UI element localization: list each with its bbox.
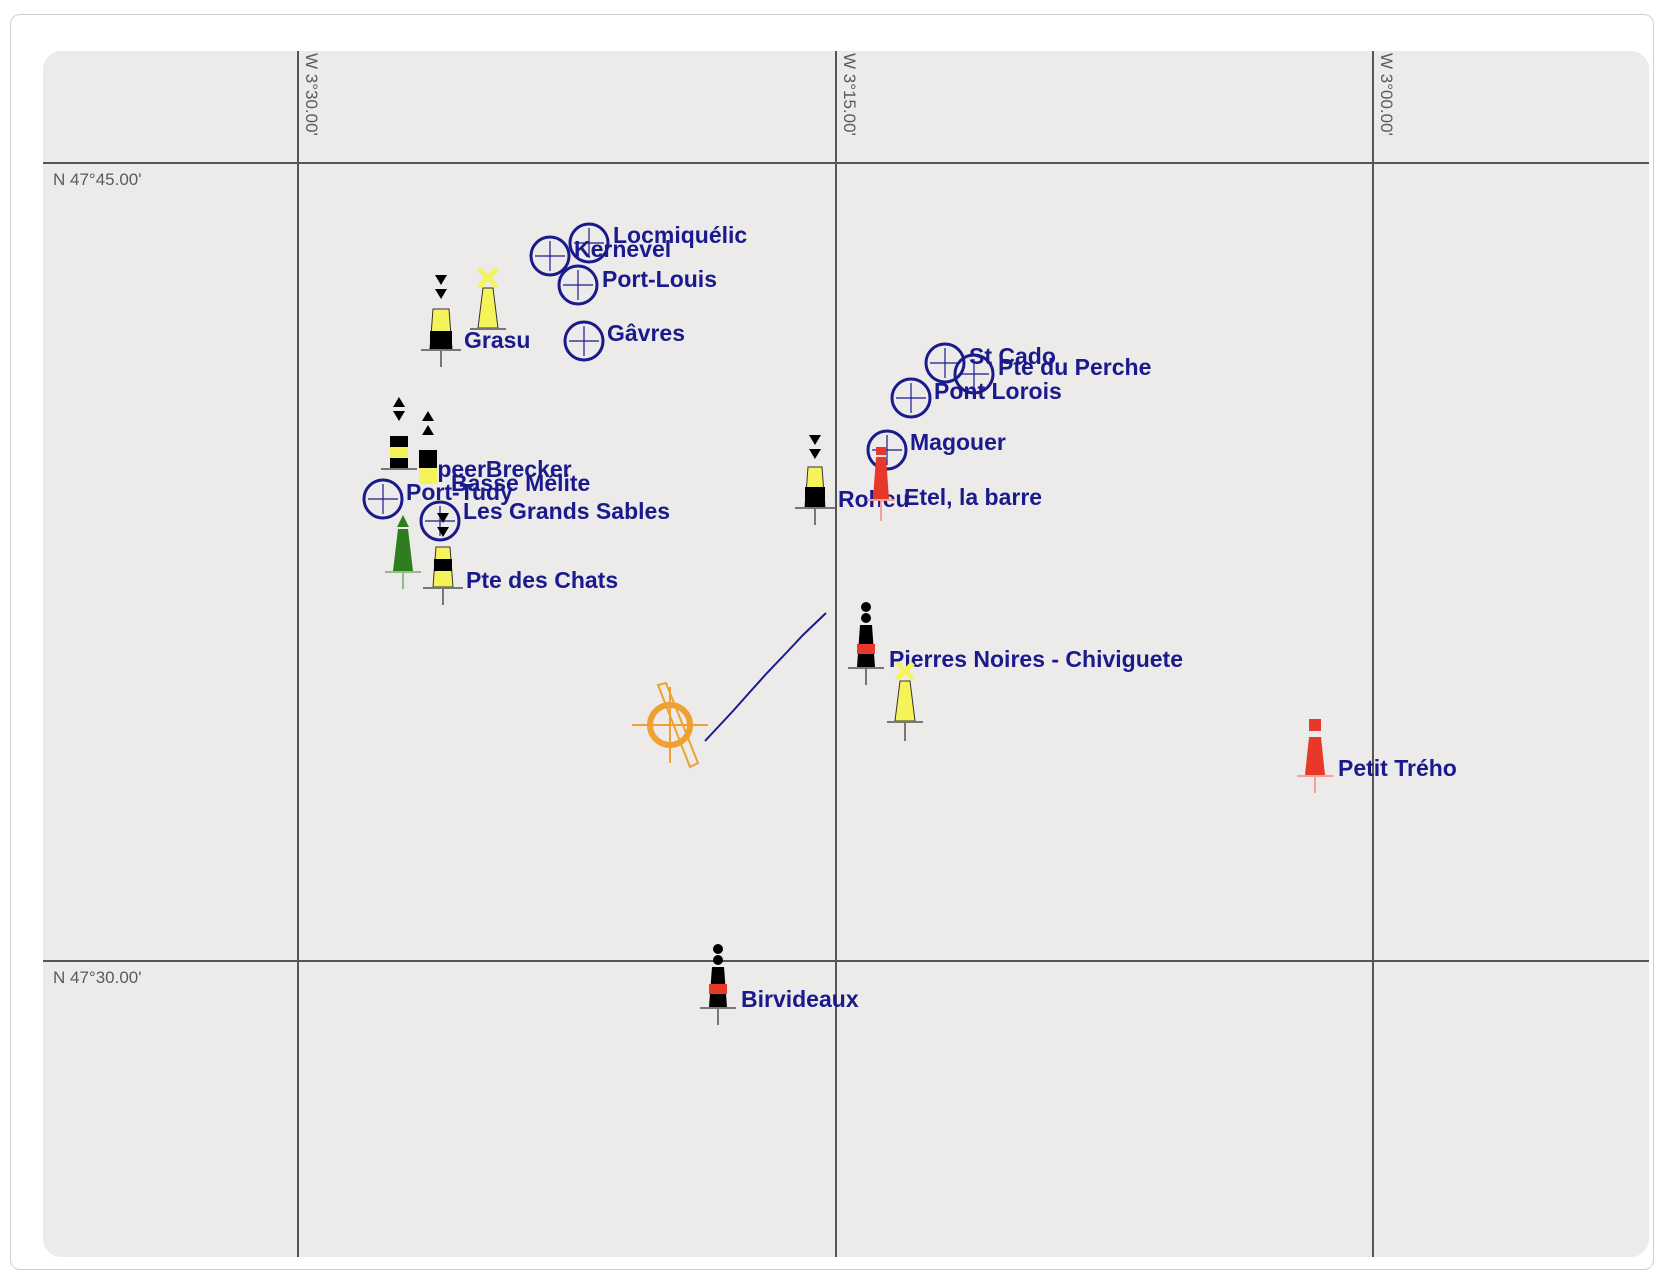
- vessel-track: [704, 612, 827, 742]
- port-label: Kernevel: [574, 236, 671, 262]
- buoy-label: Petit Trého: [1338, 755, 1457, 781]
- harbour-circle-icon: [419, 500, 461, 542]
- harbour-circle-icon: [866, 429, 908, 471]
- lon-label-300: W 3°00.00': [1377, 53, 1396, 136]
- buoy-speerbrecker[interactable]: SpeerBrecker: [381, 397, 572, 482]
- port-port-louis[interactable]: Port-Louis: [557, 264, 717, 306]
- port-label: Les Grands Sables: [463, 498, 670, 524]
- port-label: Pte du Perche: [998, 354, 1151, 380]
- port-port-tudy[interactable]: Port-Tudy: [362, 478, 513, 520]
- harbour-circle-icon: [890, 377, 932, 419]
- lat-label-4730: N 47°30.00': [53, 968, 142, 987]
- buoy-label: SpeerBrecker: [422, 456, 572, 482]
- graticule: [43, 51, 1649, 1257]
- lon-label-330: W 3°30.00': [302, 53, 321, 136]
- vessel-position-icon[interactable]: [632, 681, 708, 769]
- isolated-danger-buoy-icon: [848, 602, 884, 685]
- port-label: Gâvres: [607, 320, 685, 346]
- buoy-label: Pte des Chats: [466, 567, 618, 593]
- port-lateral-buoy-icon: [1297, 719, 1333, 793]
- buoy-etel-la-barre[interactable]: Etel, la barre: [867, 447, 1042, 521]
- harbour-circle-icon: [563, 320, 605, 362]
- buoy-birvideaux[interactable]: Birvideaux: [700, 944, 859, 1025]
- nautical-chart[interactable]: W 3°30.00' W 3°15.00' W 3°00.00' N 47°45…: [43, 51, 1649, 1257]
- buoy-basse-melite[interactable]: Basse Mélite: [419, 411, 590, 496]
- harbour-circle-icon: [557, 264, 599, 306]
- lat-label-4745: N 47°45.00': [53, 170, 142, 189]
- cardinal-buoy-icon: [381, 397, 417, 470]
- port-lateral-buoy-icon: [867, 447, 895, 521]
- port-kernevel[interactable]: Kernevel: [529, 235, 671, 277]
- lon-label-315: W 3°15.00': [840, 53, 859, 136]
- cardinal-buoy-icon: [421, 275, 461, 367]
- buoy-label: Etel, la barre: [904, 484, 1042, 510]
- port-label: Locmiquélic: [613, 222, 747, 248]
- port-magouer[interactable]: Magouer: [866, 429, 1006, 471]
- cardinal-buoy-icon: [795, 435, 835, 525]
- port-label: Pont Lorois: [934, 378, 1062, 404]
- buoy-grasu[interactable]: Grasu: [421, 275, 530, 367]
- port-label: Port-Louis: [602, 266, 717, 292]
- starboard-lateral-buoy-icon[interactable]: [385, 515, 421, 589]
- buoy-pte-des-chats[interactable]: Pte des Chats: [423, 513, 618, 605]
- isolated-danger-buoy-icon: [700, 944, 736, 1025]
- port-les-grands-sables[interactable]: Les Grands Sables: [419, 498, 670, 542]
- port-label: Port-Tudy: [406, 479, 513, 505]
- port-pte-du-perche[interactable]: Pte du Perche: [953, 353, 1151, 395]
- map-frame: W 3°30.00' W 3°15.00' W 3°00.00' N 47°45…: [10, 14, 1654, 1270]
- harbour-circle-icon: [529, 235, 571, 277]
- special-mark-icon[interactable]: [470, 267, 506, 330]
- port-gavres[interactable]: Gâvres: [563, 320, 685, 362]
- buoy-petit-treho[interactable]: Petit Trého: [1297, 719, 1457, 793]
- buoy-label: Basse Mélite: [451, 470, 590, 496]
- harbour-circle-icon: [953, 353, 995, 395]
- buoy-roheu[interactable]: Roheu: [795, 435, 910, 525]
- buoy-label: Grasu: [464, 327, 530, 353]
- harbour-circle-icon: [924, 342, 966, 384]
- buoy-label: Pierres Noires - Chiviguete: [889, 646, 1183, 672]
- cardinal-buoy-icon: [423, 513, 463, 605]
- port-label: Magouer: [910, 429, 1006, 455]
- chart-canvas[interactable]: W 3°30.00' W 3°15.00' W 3°00.00' N 47°45…: [43, 51, 1649, 1257]
- harbour-circle-icon: [568, 222, 610, 264]
- special-mark-icon[interactable]: [887, 661, 923, 741]
- buoy-pierres-noires[interactable]: Pierres Noires - Chiviguete: [848, 602, 1183, 685]
- harbour-circle-icon: [362, 478, 404, 520]
- buoy-label: Birvideaux: [741, 986, 859, 1012]
- port-locmiquelic[interactable]: Locmiquélic: [568, 222, 747, 264]
- port-pont-lorois[interactable]: Pont Lorois: [890, 377, 1062, 419]
- cardinal-buoy-icon: [419, 411, 437, 484]
